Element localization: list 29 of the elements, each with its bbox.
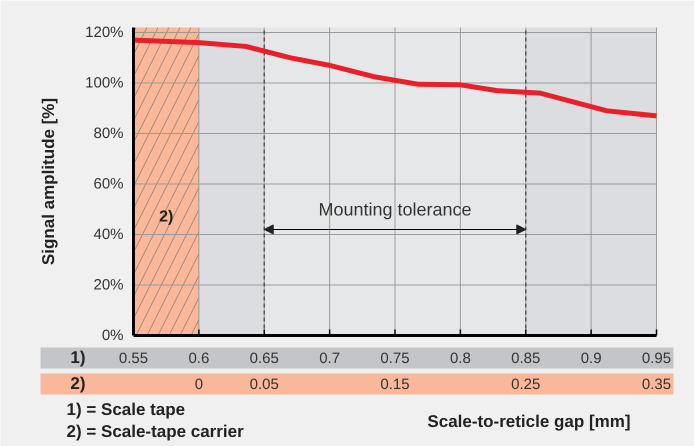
y-tick-label: 80% [93, 125, 124, 142]
y-tick-label: 20% [93, 276, 124, 294]
text: 2) = Scale-tape carrier [66, 422, 244, 441]
text: 1) = Scale tape [66, 400, 186, 419]
y-tick-label: 100% [85, 74, 124, 92]
x2-tick-label: 0.25 [511, 376, 540, 393]
x-tick-label: 0.75 [380, 350, 410, 367]
band-label: 2) [159, 208, 174, 226]
x2-tick-label: 0 [194, 376, 204, 393]
y-axis-title: Signal amplitude [%] [39, 98, 58, 266]
x2-tick-label: 0.05 [250, 376, 279, 393]
x-tick-label: 0.55 [118, 350, 148, 367]
x-tick-label: 0.7 [319, 350, 340, 367]
y-tick-label: 0% [102, 327, 124, 344]
band-label: Mounting tolerance [318, 199, 472, 220]
text: 1) [70, 348, 86, 367]
x-tick-label: 0.85 [511, 350, 540, 367]
x-tick-label: 0.65 [250, 350, 279, 367]
x2-tick-label: 0.35 [642, 376, 672, 393]
x-tick-label: 0.9 [580, 350, 602, 367]
x-tick-label: 0.8 [450, 350, 471, 367]
text: 2) [70, 374, 86, 393]
x-tick-label: 0.95 [642, 350, 672, 367]
x2-tick-label: 0.15 [380, 376, 410, 393]
x-axis-title: Scale-to-reticle gap [mm] [427, 412, 631, 431]
y-tick-label: 120% [85, 24, 124, 42]
y-tick-label: 40% [93, 226, 124, 244]
y-tick-label: 60% [93, 176, 124, 193]
x-tick-label: 0.6 [188, 350, 210, 367]
